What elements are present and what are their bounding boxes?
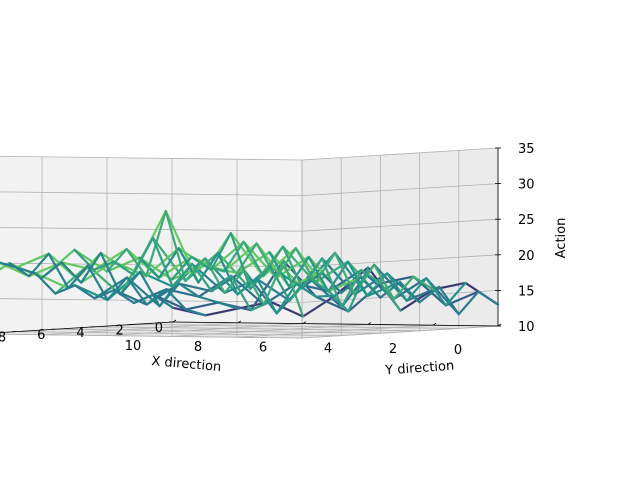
x-tick-label: 2 — [389, 342, 397, 357]
x-tick-mark — [237, 320, 242, 324]
grid-line — [301, 183, 499, 196]
z-axis-label: Action — [554, 218, 569, 259]
y-axis-line — [0, 321, 174, 333]
z-tick-label: 20 — [518, 249, 535, 264]
x-axis-line — [172, 321, 499, 327]
tick-group: 02468100246810101520253035 — [0, 142, 535, 358]
grid-line — [133, 324, 459, 329]
z-tick-label: 15 — [518, 284, 535, 299]
z-tick-label: 10 — [518, 320, 535, 335]
grid-line — [0, 191, 303, 196]
x-tick-label: 10 — [125, 339, 142, 354]
x-tick-label: 0 — [454, 343, 462, 358]
grid-line — [94, 326, 420, 332]
grid-line — [301, 147, 499, 161]
wireframe-column — [300, 271, 500, 316]
grid-line — [171, 324, 369, 337]
floor-pane — [0, 322, 498, 338]
grid-line — [55, 328, 381, 334]
y-tick-label: 0 — [155, 321, 163, 336]
x-tick-label: 4 — [324, 341, 332, 356]
x-tick-label: 6 — [259, 341, 267, 356]
y-axis-label: Y direction — [384, 359, 455, 379]
wireframe-column — [268, 251, 467, 307]
x-tick-mark — [432, 322, 437, 326]
wireframe-column — [40, 251, 240, 310]
axis-lines — [0, 148, 499, 333]
x-tick-label: 8 — [194, 340, 202, 355]
wireframe-column — [170, 232, 370, 313]
grid-line — [301, 254, 499, 268]
x-tick-mark — [172, 319, 177, 323]
x-axis-label: X direction — [151, 354, 222, 375]
back-pane-xz — [0, 156, 302, 338]
grid-line — [106, 323, 304, 336]
grid-line — [301, 218, 499, 232]
wireframe-series — [0, 209, 500, 318]
z-tick-label: 30 — [518, 178, 535, 193]
grid-line — [16, 331, 342, 336]
grid-line — [236, 324, 434, 338]
wireframe-column — [8, 252, 207, 317]
y-tick-label: 4 — [76, 326, 84, 341]
grid-line — [0, 333, 303, 339]
wireframe-column — [105, 209, 305, 318]
x-tick-mark — [302, 321, 307, 324]
grid-line — [0, 227, 303, 232]
grid-line — [41, 322, 239, 336]
wireframe-column — [0, 261, 175, 309]
y-tick-label: 6 — [37, 328, 45, 343]
grid-line — [301, 325, 499, 339]
x-tick-mark — [367, 322, 372, 325]
grid-line — [0, 155, 303, 161]
y-tick-label: 2 — [116, 323, 124, 338]
z-tick-label: 35 — [518, 142, 535, 157]
axis-panes — [0, 148, 498, 338]
wireframe-column — [138, 247, 337, 315]
y-tick-label: 8 — [0, 331, 6, 346]
z-tick-label: 25 — [518, 213, 535, 228]
